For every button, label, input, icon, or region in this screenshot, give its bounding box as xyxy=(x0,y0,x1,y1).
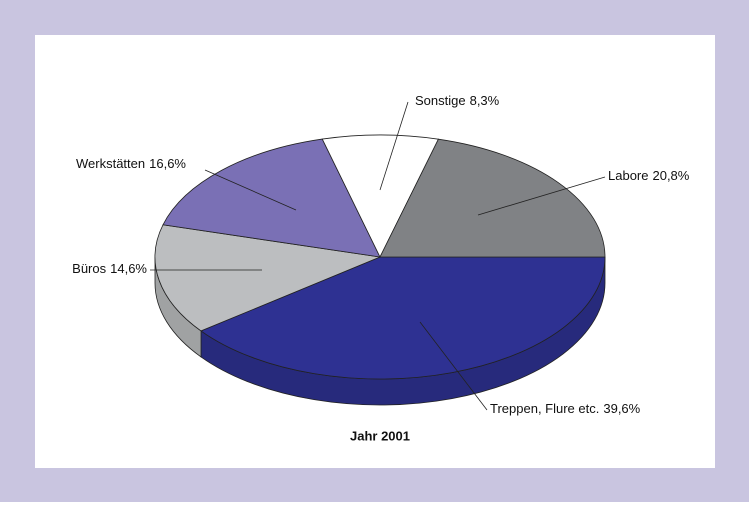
slice-label: Büros 14,6% xyxy=(72,261,147,276)
leader-line xyxy=(419,321,488,411)
chart-title: Jahr 2001 xyxy=(350,428,410,443)
slice-name: Werkstätten xyxy=(76,156,145,171)
slice-value: 16,6% xyxy=(149,156,186,171)
pie-slice xyxy=(154,224,382,332)
slice-name: Büros xyxy=(72,261,106,276)
slice-name: Labore xyxy=(608,168,648,183)
leader-line xyxy=(204,169,297,211)
slice-label: Werkstätten 16,6% xyxy=(76,156,186,171)
slice-value: 8,3% xyxy=(470,93,500,108)
slice-label: Sonstige 8,3% xyxy=(415,93,500,108)
slice-name: Treppen, Flure etc. xyxy=(490,401,599,416)
slice-label: Treppen, Flure etc. 39,6% xyxy=(490,401,641,416)
slice-value: 39,6% xyxy=(603,401,640,416)
pie-slice xyxy=(162,138,381,258)
pie-slice xyxy=(200,256,606,380)
pie-slice xyxy=(321,134,440,258)
leader-line xyxy=(477,176,606,216)
slice-name: Sonstige xyxy=(415,93,466,108)
slice-value: 20,8% xyxy=(652,168,689,183)
slice-label: Labore 20,8% xyxy=(608,168,690,183)
slice-value: 14,6% xyxy=(110,261,147,276)
pie-slice xyxy=(379,138,606,258)
leader-line xyxy=(379,101,409,191)
